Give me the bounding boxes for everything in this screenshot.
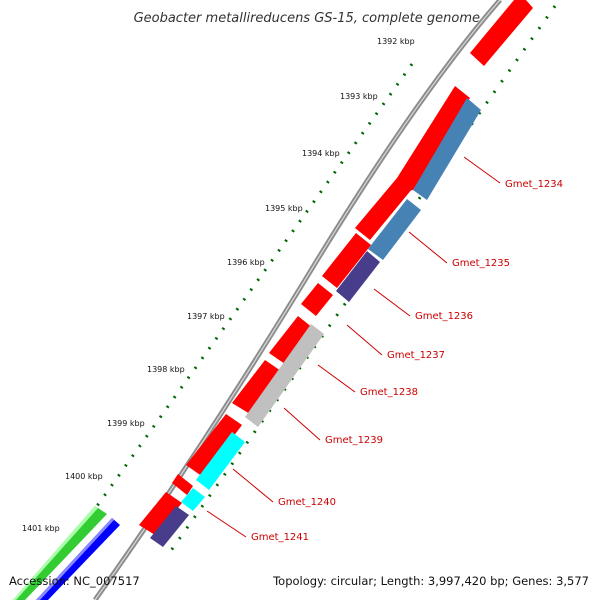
cds-reverse [336, 251, 380, 302]
cds-reverse [196, 432, 245, 490]
gene-label-gmet-1234[interactable]: Gmet_1234 [505, 179, 563, 190]
accession-text: Accession: NC_007517 [9, 574, 140, 588]
cds-forward [470, 0, 533, 66]
gene-label-gmet-1241[interactable]: Gmet_1241 [251, 532, 309, 543]
tick-ring [48, 5, 557, 573]
gene-label-gmet-1238[interactable]: Gmet_1238 [360, 387, 418, 398]
gene-label-gmet-1240[interactable]: Gmet_1240 [278, 497, 336, 508]
outer-features [13, 506, 120, 600]
cds-reverse [368, 199, 421, 260]
forward-cds-track [139, 0, 533, 535]
tick-label: 1400 kbp [65, 472, 103, 481]
cds-forward [355, 178, 412, 240]
cds-forward [139, 492, 182, 535]
gene-label-gmet-1236[interactable]: Gmet_1236 [415, 311, 473, 322]
cds-reverse [413, 98, 481, 200]
tick-label: 1396 kbp [227, 258, 265, 267]
tick-label: 1395 kbp [265, 204, 303, 213]
tick-label: 1398 kbp [147, 365, 185, 374]
cds-forward [172, 474, 193, 495]
cds-forward [322, 233, 371, 288]
tick-label: 1401 kbp [22, 524, 60, 533]
gene-labels: Gmet_1234 Gmet_1235 Gmet_1236 Gmet_1237 … [251, 179, 563, 543]
cds-forward [269, 316, 313, 364]
tick-label: 1394 kbp [302, 149, 340, 158]
tick-label: 1399 kbp [107, 419, 145, 428]
tick-label: 1393 kbp [340, 92, 378, 101]
cds-reverse [150, 506, 189, 547]
gene-label-gmet-1235[interactable]: Gmet_1235 [452, 258, 510, 269]
tick-labels: 1392 kbp 1393 kbp 1394 kbp 1395 kbp 1396… [22, 37, 415, 533]
tick-dots-upper [48, 63, 414, 573]
gene-label-gmet-1239[interactable]: Gmet_1239 [325, 435, 383, 446]
cds-forward [301, 283, 333, 316]
tick-label: 1392 kbp [377, 37, 415, 46]
reverse-cds-track [150, 98, 481, 547]
genome-stats-text: Topology: circular; Length: 3,997,420 bp… [272, 574, 589, 588]
cds-reverse [245, 324, 324, 427]
gene-leaders [206, 156, 501, 538]
cds-forward [186, 414, 242, 477]
gene-label-gmet-1237[interactable]: Gmet_1237 [387, 350, 445, 361]
cds-forward [397, 86, 470, 192]
cds-forward [232, 360, 281, 414]
tick-label: 1397 kbp [187, 312, 225, 321]
cds-reverse [181, 488, 205, 511]
map-title: Geobacter metallireducens GS-15, complet… [134, 11, 480, 26]
